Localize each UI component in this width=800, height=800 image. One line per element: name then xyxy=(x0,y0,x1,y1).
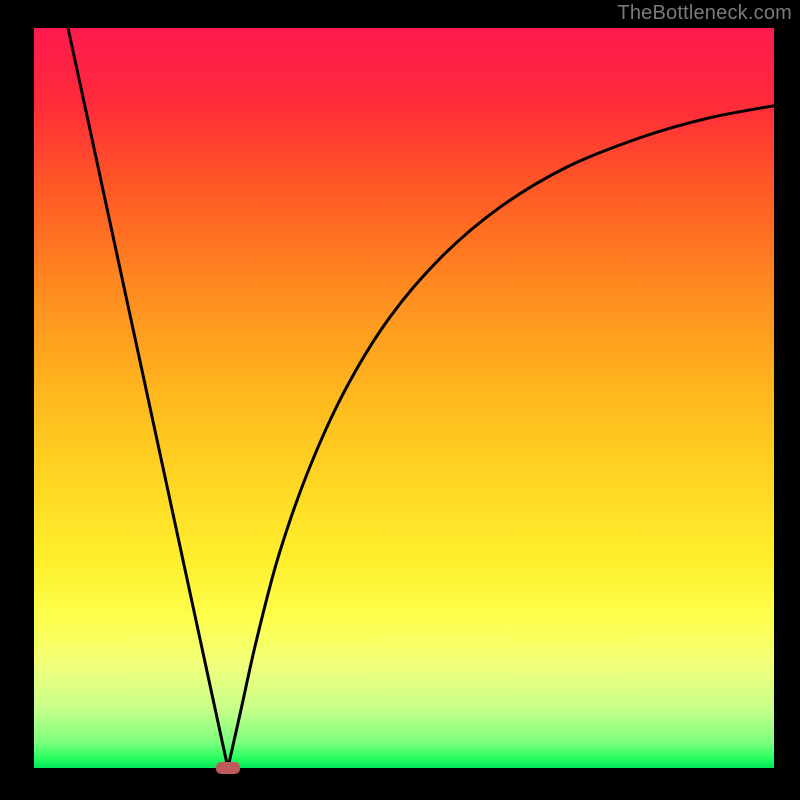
chart-svg xyxy=(34,28,774,768)
chart-plot-area xyxy=(34,28,774,768)
optimum-marker xyxy=(216,762,240,774)
chart-background xyxy=(34,28,774,768)
watermark-text: TheBottleneck.com xyxy=(617,2,792,25)
